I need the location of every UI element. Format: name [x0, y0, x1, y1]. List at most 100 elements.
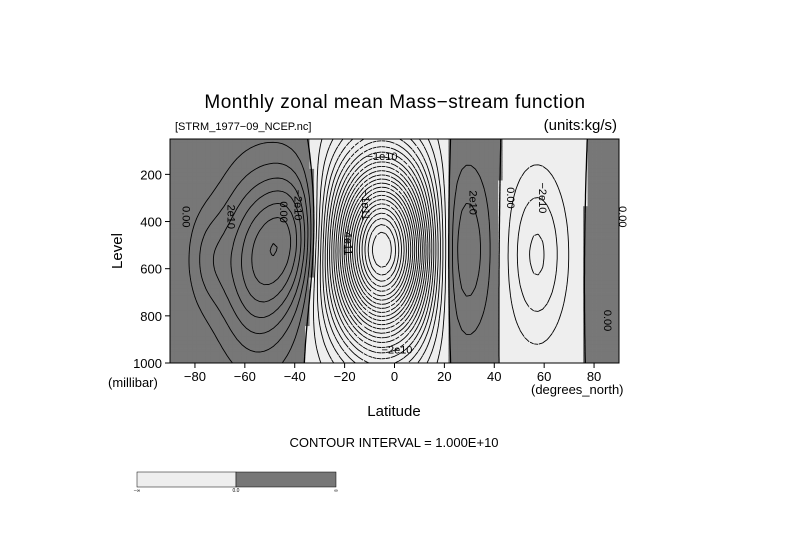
- positive-cell: [192, 318, 198, 323]
- positive-cell: [592, 243, 597, 248]
- positive-cell: [452, 243, 458, 248]
- positive-cell: [304, 153, 310, 159]
- positive-cell: [479, 176, 485, 181]
- positive-cell: [273, 213, 279, 218]
- positive-cell: [583, 265, 588, 271]
- positive-cell: [488, 142, 494, 147]
- positive-cell: [282, 295, 288, 300]
- x-tick-label: −40: [284, 369, 306, 384]
- positive-cell: [228, 295, 234, 300]
- positive-cell: [614, 157, 620, 162]
- positive-cell: [268, 295, 274, 300]
- positive-cell: [246, 280, 252, 285]
- contour-negative: [337, 165, 425, 334]
- positive-cell: [201, 239, 207, 244]
- positive-cell: [601, 265, 606, 271]
- positive-cell: [610, 183, 615, 188]
- positive-cell: [205, 314, 211, 319]
- positive-cell: [178, 146, 184, 151]
- positive-cell: [187, 176, 193, 181]
- positive-cell: [587, 318, 593, 323]
- positive-cell: [448, 157, 454, 162]
- positive-cell: [201, 340, 207, 345]
- positive-cell: [614, 202, 620, 207]
- positive-cell: [210, 243, 216, 248]
- positive-cell: [210, 303, 216, 308]
- positive-cell: [201, 359, 207, 364]
- contour-label: 0.00: [616, 206, 628, 227]
- positive-cell: [277, 314, 283, 319]
- positive-cell: [286, 359, 292, 364]
- positive-cell: [605, 232, 611, 237]
- contour-label: −2e10: [536, 182, 548, 213]
- positive-cell: [614, 243, 620, 248]
- positive-cell: [452, 213, 458, 218]
- positive-cell: [223, 157, 229, 162]
- positive-cell: [300, 213, 306, 218]
- positive-cell: [174, 303, 180, 308]
- positive-cell: [610, 258, 615, 263]
- positive-cell: [475, 224, 481, 229]
- positive-cell: [452, 355, 458, 360]
- positive-cell: [241, 206, 247, 211]
- positive-cell: [183, 236, 189, 241]
- positive-cell: [610, 236, 615, 241]
- positive-cell: [484, 254, 490, 259]
- positive-cell: [192, 303, 198, 308]
- positive-cell: [201, 150, 207, 155]
- positive-cell: [264, 187, 270, 192]
- positive-cell: [596, 258, 602, 263]
- positive-cell: [237, 359, 243, 364]
- positive-cell: [183, 307, 189, 312]
- positive-cell: [448, 191, 454, 196]
- positive-cell: [214, 258, 220, 263]
- contour-lines: [188, 138, 588, 364]
- positive-cell: [610, 213, 615, 218]
- positive-cell: [610, 157, 615, 162]
- positive-cell: [183, 348, 189, 353]
- positive-cell: [273, 262, 279, 267]
- positive-cell: [201, 206, 207, 211]
- positive-cell: [583, 277, 588, 282]
- positive-cell: [475, 329, 481, 334]
- positive-cell: [170, 280, 175, 285]
- contour-negative: [361, 212, 402, 287]
- positive-cell: [452, 157, 458, 162]
- positive-cell: [219, 195, 225, 200]
- positive-cell: [291, 292, 297, 297]
- positive-cell: [493, 161, 499, 166]
- positive-cell: [493, 321, 499, 327]
- positive-cell: [601, 247, 606, 252]
- positive-cell: [259, 161, 265, 166]
- positive-cell: [452, 254, 458, 259]
- positive-cell: [605, 314, 611, 319]
- positive-cell: [484, 277, 490, 282]
- positive-cell: [479, 198, 485, 203]
- positive-cell: [187, 195, 193, 200]
- positive-cell: [259, 153, 265, 159]
- positive-cell: [214, 288, 220, 293]
- positive-cell: [273, 333, 279, 338]
- positive-cell: [192, 284, 198, 289]
- positive-cell: [192, 321, 198, 327]
- positive-cell: [210, 310, 216, 315]
- positive-cell: [587, 307, 593, 312]
- positive-cell: [286, 351, 292, 356]
- positive-cell: [273, 142, 279, 147]
- positive-cell: [452, 318, 458, 323]
- positive-cell: [277, 183, 283, 188]
- positive-cell: [170, 254, 175, 259]
- positive-cell: [210, 344, 216, 349]
- positive-cell: [282, 213, 288, 218]
- positive-cell: [250, 180, 256, 185]
- positive-cell: [246, 224, 252, 229]
- positive-cell: [201, 176, 207, 181]
- positive-cell: [273, 340, 279, 345]
- positive-cell: [475, 318, 481, 323]
- positive-cell: [300, 236, 306, 241]
- positive-cell: [237, 321, 243, 327]
- positive-cell: [232, 206, 238, 211]
- positive-cell: [232, 329, 238, 334]
- positive-cell: [452, 321, 458, 327]
- positive-cell: [614, 355, 620, 360]
